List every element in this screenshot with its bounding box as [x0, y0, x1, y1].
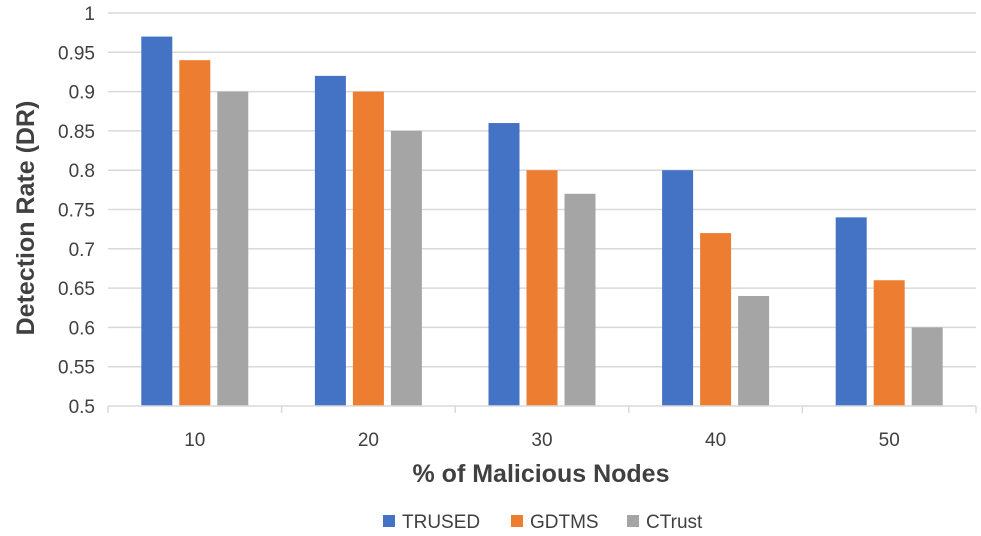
legend-label-gdtms: GDTMS: [530, 512, 599, 533]
y-tick-label: 0.95: [58, 43, 95, 64]
x-axis-title: % of Malicious Nodes: [413, 460, 670, 488]
y-tick-label: 0.7: [69, 240, 95, 261]
bar-gdtms-20: [352, 91, 384, 406]
bar-ctrust-30: [564, 193, 596, 406]
x-tick-label: 50: [879, 430, 900, 451]
x-axis-ticks: 10 20 30 40 50: [107, 406, 977, 451]
y-axis-title: Detection Rate (DR): [12, 101, 40, 336]
y-axis-ticks: 0.5 0.55 0.6 0.65 0.7 0.75 0.8 0.85 0.9 0.95 1: [58, 4, 95, 418]
y-tick-label: 0.55: [58, 358, 95, 379]
y-tick-label: 0.85: [58, 122, 95, 143]
bars: [141, 36, 943, 406]
bar-gdtms-30: [526, 170, 558, 406]
bar-gdtms-50: [873, 280, 905, 406]
bar-gdtms-10: [179, 60, 211, 406]
y-tick-label: 0.6: [69, 318, 95, 339]
x-tick-label: 40: [705, 430, 726, 451]
y-tick-label: 1: [84, 4, 95, 25]
bar-trused-40: [662, 170, 694, 406]
legend-label-ctrust: CTrust: [646, 512, 703, 533]
legend-swatch-ctrust: [627, 515, 639, 527]
x-tick-label: 10: [184, 430, 205, 451]
y-tick-label: 0.9: [69, 83, 95, 104]
bar-trused-50: [835, 217, 867, 406]
bar-ctrust-50: [911, 327, 943, 406]
legend: TRUSED GDTMS CTrust: [383, 512, 703, 533]
bar-ctrust-20: [390, 130, 422, 406]
legend-swatch-trused: [383, 515, 395, 527]
bar-ctrust-40: [738, 295, 770, 406]
x-tick-label: 30: [531, 430, 552, 451]
y-tick-label: 0.65: [58, 279, 95, 300]
bar-gdtms-40: [700, 233, 732, 406]
bar-trused-20: [314, 75, 346, 406]
legend-label-trused: TRUSED: [402, 512, 480, 533]
bar-trused-10: [141, 36, 173, 406]
y-tick-label: 0.75: [58, 201, 95, 222]
bar-ctrust-10: [217, 91, 249, 406]
x-tick-label: 20: [358, 430, 379, 451]
legend-swatch-gdtms: [511, 515, 523, 527]
bar-trused-30: [488, 123, 520, 406]
y-tick-label: 0.5: [69, 397, 95, 418]
y-tick-label: 0.8: [69, 161, 95, 182]
